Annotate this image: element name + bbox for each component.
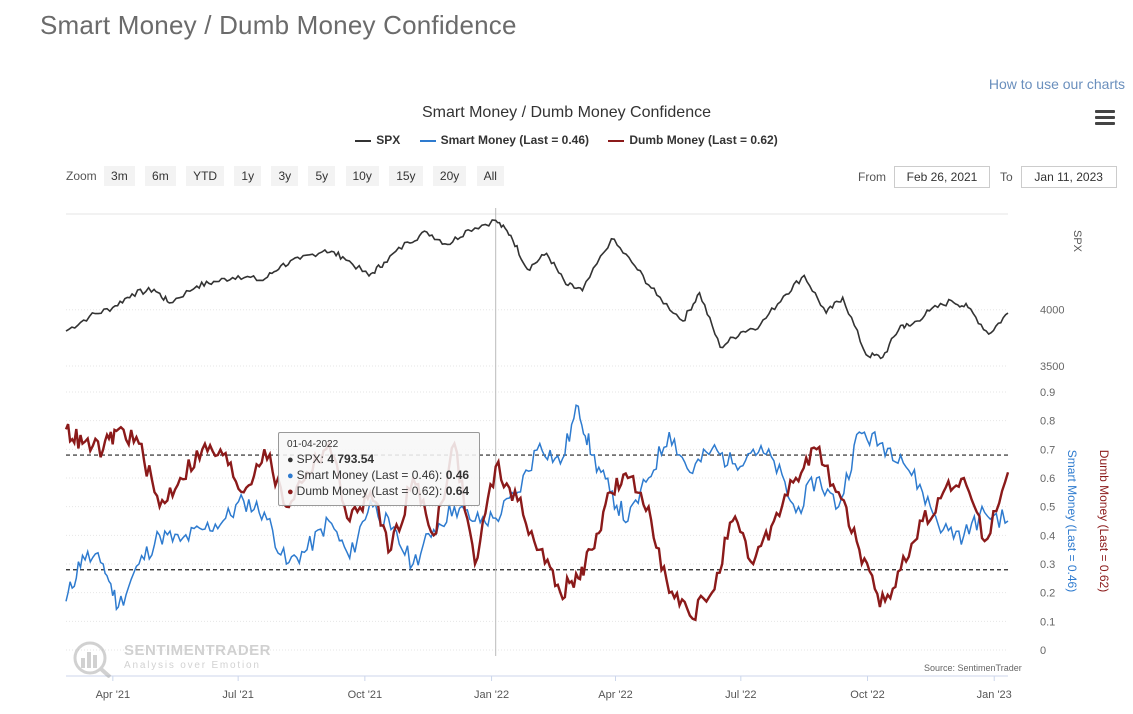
conf-tick-label-9: 0.9 bbox=[1040, 387, 1055, 399]
zoom-button-3y[interactable]: 3y bbox=[271, 166, 299, 186]
x-tick-label-3: Jan '22 bbox=[474, 689, 509, 701]
axes-group: 3500 4000 SPX 0 0.1 0.2 0.3 0.4 0.5 0.6 0.7 0.8 0.9 S… bbox=[66, 230, 1111, 701]
tooltip: 01-04-2022 ● SPX: 4 793.54 ● Smart Money (… bbox=[278, 432, 480, 506]
tooltip-label-smart-money: Smart Money (Last = 0.46): bbox=[296, 468, 446, 482]
conf-tick-label-7: 0.7 bbox=[1040, 444, 1055, 456]
to-label: To bbox=[1000, 170, 1013, 184]
x-tick-label-5: Jul '22 bbox=[725, 689, 756, 701]
smart-money-axis-title: Smart Money (Last = 0.46) bbox=[1065, 450, 1079, 592]
x-tick-label-4: Apr '22 bbox=[598, 689, 633, 701]
watermark-tagline: Analysis over Emotion bbox=[124, 660, 261, 671]
price-tick-label-0: 3500 bbox=[1040, 361, 1064, 373]
conf-tick-label-0: 0 bbox=[1040, 645, 1046, 657]
tooltip-label-spx: SPX: bbox=[296, 452, 328, 466]
dumb-money-line bbox=[64, 423, 1010, 622]
x-tick-label-7: Jan '23 bbox=[977, 689, 1012, 701]
sentimentrader-watermark: SENTIMENTRADER Analysis over Emotion bbox=[70, 640, 272, 678]
smart-money-line bbox=[65, 404, 1009, 612]
price-tick-label-1: 4000 bbox=[1040, 305, 1064, 317]
source-credit: Source: SentimenTrader bbox=[924, 663, 1022, 673]
tooltip-row-spx: ● SPX: 4 793.54 bbox=[287, 452, 375, 466]
zoom-button-5y[interactable]: 5y bbox=[308, 166, 336, 186]
zoom-button-1y[interactable]: 1y bbox=[234, 166, 262, 186]
from-date-input[interactable]: Feb 26, 2021 bbox=[894, 166, 990, 188]
legend-item-spx[interactable]: SPX bbox=[355, 133, 400, 147]
zoom-button-3m[interactable]: 3m bbox=[104, 166, 135, 186]
zoom-button-all[interactable]: All bbox=[476, 166, 504, 186]
x-tick-label-2: Oct '21 bbox=[348, 689, 383, 701]
zoom-bar: Zoom 3m 6m YTD 1y 3y 5y 10y 15y 20y All bbox=[66, 166, 511, 186]
watermark-brand: SENTIMENTRADER bbox=[124, 642, 272, 659]
conf-tick-label-8: 0.8 bbox=[1040, 416, 1055, 428]
conf-tick-label-2: 0.2 bbox=[1040, 588, 1055, 600]
to-date-input[interactable]: Jan 11, 2023 bbox=[1020, 166, 1117, 188]
x-tick-label-6: Oct '22 bbox=[850, 689, 885, 701]
to-date-group: To Jan 11, 2023 bbox=[1000, 166, 1117, 188]
conf-tick-label-3: 0.3 bbox=[1040, 559, 1055, 571]
tooltip-value-dumb-money: 0.64 bbox=[445, 484, 470, 498]
legend-item-dumb-money[interactable]: Dumb Money (Last = 0.62) bbox=[608, 133, 778, 147]
hamburger-menu-icon[interactable] bbox=[1095, 110, 1115, 126]
legend-label-dumb-money: Dumb Money (Last = 0.62) bbox=[629, 133, 778, 147]
grid-lines bbox=[66, 213, 1008, 651]
zoom-button-15y[interactable]: 15y bbox=[389, 166, 423, 186]
zoom-button-10y[interactable]: 10y bbox=[345, 166, 379, 186]
tooltip-row-dumb-money: ● Dumb Money (Last = 0.62): 0.64 bbox=[287, 484, 470, 498]
magnifier-logo-icon bbox=[73, 641, 112, 678]
x-tick-label-0: Apr '21 bbox=[96, 689, 131, 701]
from-date-group: From Feb 26, 2021 bbox=[858, 166, 990, 188]
tooltip-row-smart-money: ● Smart Money (Last = 0.46): 0.46 bbox=[287, 468, 470, 482]
conf-tick-label-5: 0.5 bbox=[1040, 502, 1055, 514]
zoom-button-ytd[interactable]: YTD bbox=[186, 166, 225, 186]
spx-line bbox=[65, 219, 1009, 360]
dumb-money-axis-title: Dumb Money (Last = 0.62) bbox=[1097, 450, 1111, 592]
chart-title: Smart Money / Dumb Money Confidence bbox=[421, 104, 711, 121]
help-link[interactable]: How to use our charts bbox=[988, 76, 1125, 92]
chart-legend: SPX Smart Money (Last = 0.46) Dumb Money… bbox=[0, 133, 1133, 147]
from-label: From bbox=[858, 170, 886, 184]
zoom-button-20y[interactable]: 20y bbox=[432, 166, 467, 186]
legend-label-spx: SPX bbox=[376, 133, 401, 147]
zoom-label: Zoom bbox=[66, 169, 97, 183]
series-group bbox=[64, 219, 1010, 622]
price-axis-title: SPX bbox=[1071, 230, 1083, 253]
conf-tick-label-6: 0.6 bbox=[1040, 473, 1055, 485]
page-title: Smart Money / Dumb Money Confidence bbox=[40, 10, 517, 40]
zoom-button-6m[interactable]: 6m bbox=[145, 166, 176, 186]
tooltip-label-dumb-money: Dumb Money (Last = 0.62): bbox=[296, 484, 446, 498]
tooltip-value-spx: 4 793.54 bbox=[327, 452, 375, 466]
tooltip-date: 01-04-2022 bbox=[287, 439, 339, 450]
legend-item-smart-money[interactable]: Smart Money (Last = 0.46) bbox=[419, 133, 590, 147]
threshold-lines bbox=[66, 454, 1008, 571]
x-tick-label-1: Jul '21 bbox=[222, 689, 253, 701]
conf-tick-label-1: 0.1 bbox=[1040, 616, 1055, 628]
conf-tick-label-4: 0.4 bbox=[1040, 530, 1055, 542]
legend-label-smart-money: Smart Money (Last = 0.46) bbox=[440, 133, 590, 147]
tooltip-value-smart-money: 0.46 bbox=[445, 468, 470, 482]
